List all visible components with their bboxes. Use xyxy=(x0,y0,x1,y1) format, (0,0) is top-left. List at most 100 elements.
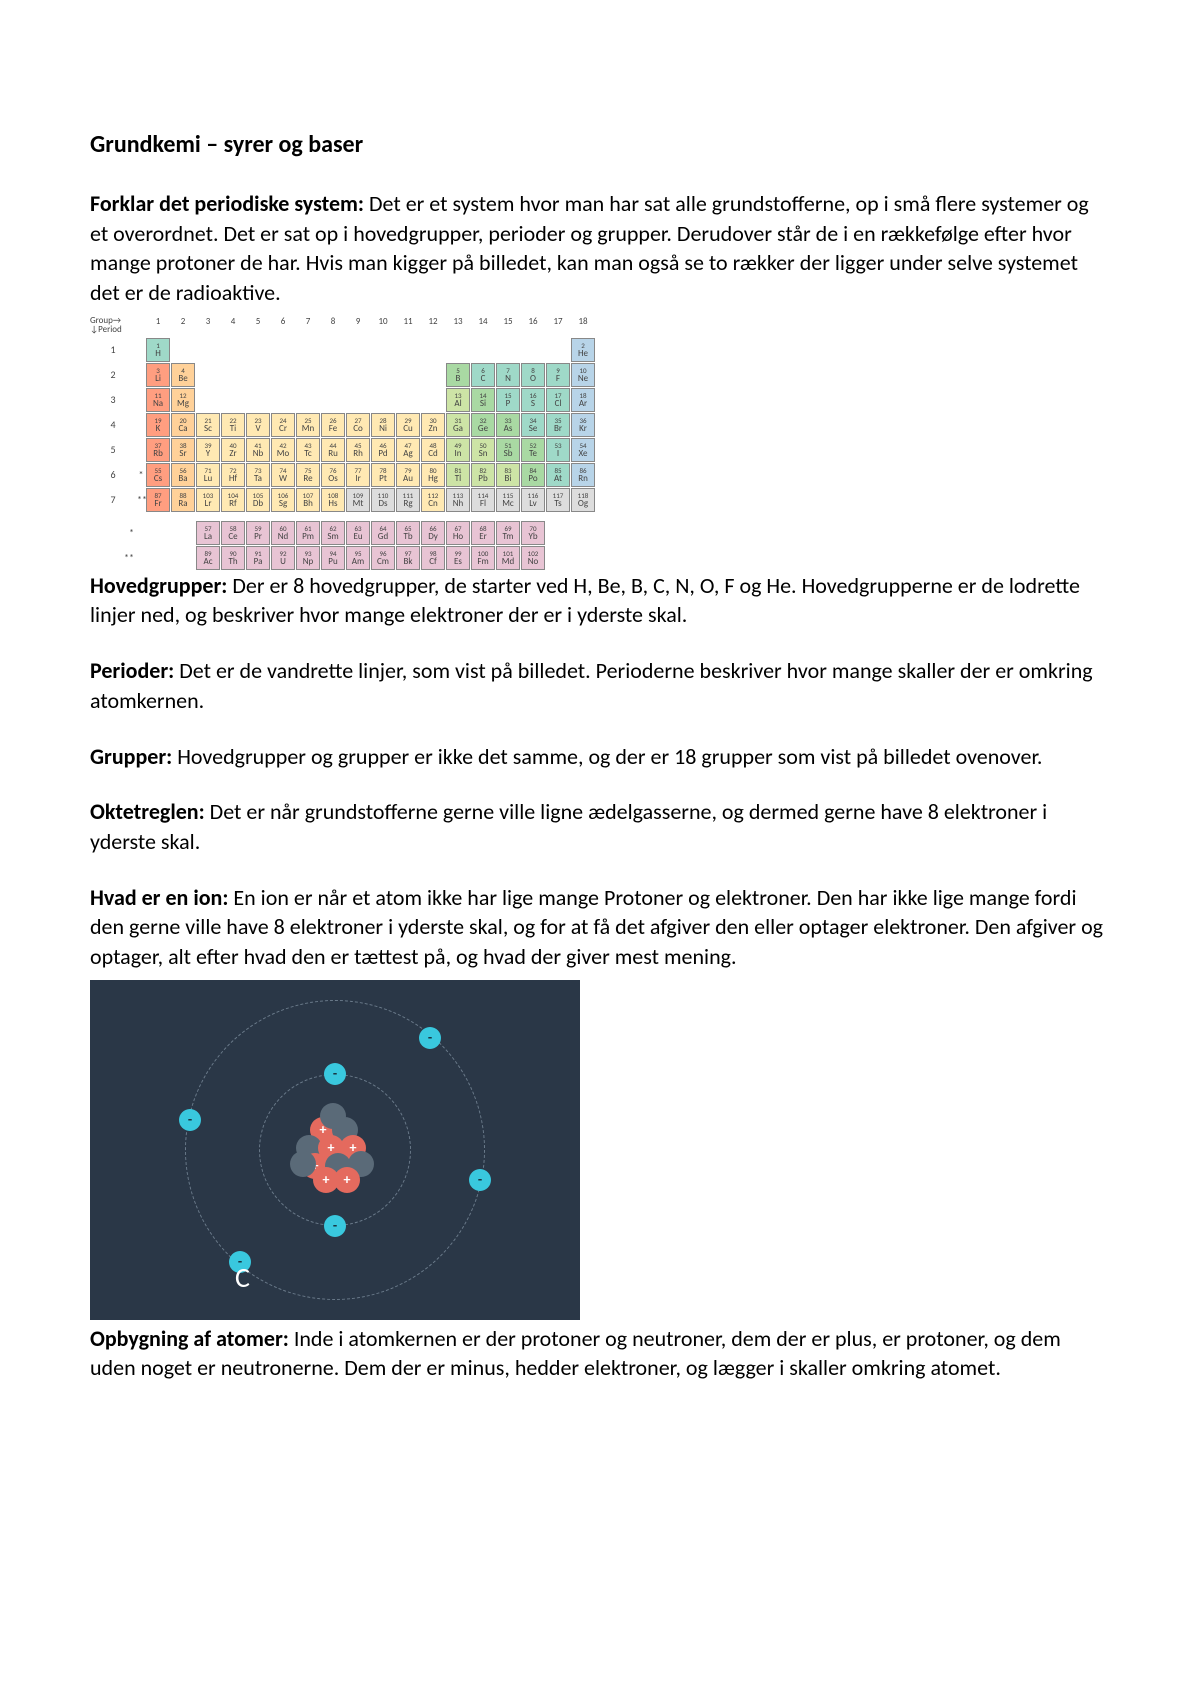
pt-element-cell: 113Nh xyxy=(446,488,470,512)
pt-element-cell: 48Cd xyxy=(421,438,445,462)
pt-element-cell: 65Tb xyxy=(396,521,420,545)
pt-element-cell: 105Db xyxy=(246,488,270,512)
pt-element-cell: 36Kr xyxy=(571,413,595,437)
pt-element-cell: 118Og xyxy=(571,488,595,512)
pt-element-cell: 83Bi xyxy=(496,463,520,487)
pt-element-cell: 108Hs xyxy=(321,488,345,512)
pt-element-cell: 66Dy xyxy=(421,521,445,545)
pt-group-header: 12 xyxy=(421,316,445,334)
neutron xyxy=(320,1103,346,1129)
pt-element-cell: 61Pm xyxy=(296,521,320,545)
pt-element-cell: 92U xyxy=(271,546,295,570)
pt-element-cell: 89Ac xyxy=(196,546,220,570)
pt-element-cell: 2He xyxy=(571,338,595,362)
electron: - xyxy=(324,1215,346,1237)
pt-element-cell: 104Rf xyxy=(221,488,245,512)
pt-period-label: 2 xyxy=(90,368,136,381)
pt-group-header: 11 xyxy=(396,316,420,334)
pt-element-cell: 23V xyxy=(246,413,270,437)
pt-element-cell: 114Fl xyxy=(471,488,495,512)
pt-element-cell: 112Cn xyxy=(421,488,445,512)
electron: - xyxy=(179,1109,201,1131)
pt-group-header: 17 xyxy=(546,316,570,334)
pt-group-header: 14 xyxy=(471,316,495,334)
pt-element-cell: 68Er xyxy=(471,521,495,545)
pt-element-cell: 96Cm xyxy=(371,546,395,570)
pt-element-cell: 9F xyxy=(546,363,570,387)
pt-element-cell: 107Bh xyxy=(296,488,320,512)
pt-element-cell: 74W xyxy=(271,463,295,487)
pt-element-cell: 101Md xyxy=(496,546,520,570)
pt-element-cell: 98Cf xyxy=(421,546,445,570)
neutron xyxy=(290,1151,316,1177)
pt-element-cell: 115Mc xyxy=(496,488,520,512)
pt-element-cell: 76Os xyxy=(321,463,345,487)
pt-element-cell: 50Sn xyxy=(471,438,495,462)
pt-element-cell: 99Es xyxy=(446,546,470,570)
pt-element-cell: 81Tl xyxy=(446,463,470,487)
pt-element-cell: 54Xe xyxy=(571,438,595,462)
pt-element-cell: 34Se xyxy=(521,413,545,437)
pt-group-header: 15 xyxy=(496,316,520,334)
pt-element-cell: 6C xyxy=(471,363,495,387)
pt-element-cell: 100Fm xyxy=(471,546,495,570)
pt-element-cell: 11Na xyxy=(146,388,170,412)
pt-corner-label: Group→↓Period xyxy=(90,316,136,334)
atom-label: C xyxy=(235,1260,250,1295)
pt-element-cell: 31Ga xyxy=(446,413,470,437)
electron: - xyxy=(469,1169,491,1191)
paragraph-ion: Hvad er en ion: En ion er når et atom ik… xyxy=(90,883,1110,972)
paragraph-grupper: Grupper: Hovedgrupper og grupper er ikke… xyxy=(90,742,1110,772)
pt-element-cell: 95Am xyxy=(346,546,370,570)
pt-group-header: 10 xyxy=(371,316,395,334)
pt-group-header: 8 xyxy=(321,316,345,334)
paragraph-periodic-intro: Forklar det periodiske system: Det er et… xyxy=(90,189,1110,308)
pt-period-label: 4 xyxy=(90,418,136,431)
pt-element-cell: 77Ir xyxy=(346,463,370,487)
pt-element-cell: 22Ti xyxy=(221,413,245,437)
pt-element-cell: 10Ne xyxy=(571,363,595,387)
pt-element-cell: 44Ru xyxy=(321,438,345,462)
pt-element-cell: 49In xyxy=(446,438,470,462)
pt-element-cell: 35Br xyxy=(546,413,570,437)
pt-element-cell: 56Ba xyxy=(171,463,195,487)
pt-element-cell: 24Cr xyxy=(271,413,295,437)
pt-group-header: 6 xyxy=(271,316,295,334)
pt-element-cell: 46Pd xyxy=(371,438,395,462)
label-oktetreglen: Oktetreglen: xyxy=(90,798,205,825)
pt-element-cell: 39Y xyxy=(196,438,220,462)
pt-element-cell: 18Ar xyxy=(571,388,595,412)
pt-element-cell: 111Rg xyxy=(396,488,420,512)
pt-element-cell: 55Cs xyxy=(146,463,170,487)
paragraph-oktetreglen: Oktetreglen: Det er når grundstofferne g… xyxy=(90,797,1110,856)
pt-group-header: 16 xyxy=(521,316,545,334)
pt-element-cell: 102No xyxy=(521,546,545,570)
pt-element-cell: 86Rn xyxy=(571,463,595,487)
paragraph-opbygning: Opbygning af atomer: Inde i atomkernen e… xyxy=(90,1324,1110,1383)
label-grupper: Grupper: xyxy=(90,743,172,770)
pt-element-cell: 57La xyxy=(196,521,220,545)
text-ion: En ion er når et atom ikke har lige mang… xyxy=(90,884,1103,970)
pt-element-cell: 75Re xyxy=(296,463,320,487)
pt-element-cell: 106Sg xyxy=(271,488,295,512)
pt-element-cell: 87Fr xyxy=(146,488,170,512)
pt-element-cell: 42Mo xyxy=(271,438,295,462)
pt-element-cell: 1H xyxy=(146,338,170,362)
pt-period-label: 1 xyxy=(90,343,136,356)
pt-group-header: 1 xyxy=(146,316,170,334)
pt-element-cell: 52Te xyxy=(521,438,545,462)
atom-diagram: ++++++------C xyxy=(90,980,580,1320)
pt-element-cell: 97Bk xyxy=(396,546,420,570)
electron: - xyxy=(419,1027,441,1049)
pt-element-cell: 109Mt xyxy=(346,488,370,512)
pt-period-label: 7 xyxy=(90,493,136,506)
label-ion: Hvad er en ion: xyxy=(90,884,228,911)
pt-element-cell: 17Cl xyxy=(546,388,570,412)
pt-element-cell: 63Eu xyxy=(346,521,370,545)
pt-group-header: 3 xyxy=(196,316,220,334)
pt-element-cell: 60Nd xyxy=(271,521,295,545)
label-periodic: Forklar det periodiske system: xyxy=(90,190,364,217)
pt-element-cell: 27Co xyxy=(346,413,370,437)
pt-period-label: 3 xyxy=(90,393,136,406)
pt-element-cell: 59Pr xyxy=(246,521,270,545)
